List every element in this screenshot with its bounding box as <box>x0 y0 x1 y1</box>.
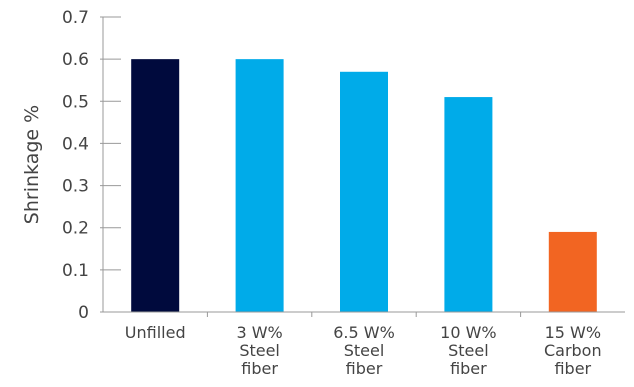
x-category-label-line: 3 W% <box>236 323 282 342</box>
y-axis-ticks: 0 0.1 0.2 0.3 0.4 0.5 0.6 0.7 <box>62 8 121 323</box>
x-category-label-line: Steel <box>239 341 280 360</box>
x-category-label: 15 W% Carbon fiber <box>544 323 602 378</box>
x-category-label-line: 10 W% <box>440 323 496 342</box>
bars <box>131 59 597 313</box>
bar <box>235 59 284 313</box>
bar <box>548 231 597 312</box>
bar <box>131 59 180 313</box>
x-category-label-line: 6.5 W% <box>333 323 395 342</box>
x-category-label-line: fiber <box>450 359 487 378</box>
y-tick-label: 0.6 <box>62 50 89 70</box>
x-category-label: 6.5 W% Steel fiber <box>333 323 395 378</box>
x-category-label-line: fiber <box>554 359 591 378</box>
y-tick-label: 0.3 <box>62 177 89 197</box>
y-axis-title: Shrinkage % <box>21 105 43 224</box>
x-category-label-line: Steel <box>448 341 489 360</box>
x-category-label-line: fiber <box>346 359 383 378</box>
y-tick-label: 0.5 <box>62 92 89 112</box>
x-category-label-line: fiber <box>241 359 278 378</box>
y-tick-label: 0 <box>78 303 89 323</box>
y-tick-label: 0.1 <box>62 261 89 281</box>
y-tick-label: 0.2 <box>62 219 89 239</box>
x-category-label: Unfilled <box>125 323 186 342</box>
x-category-label-line: Unfilled <box>125 323 186 342</box>
y-tick-label: 0.4 <box>62 134 89 154</box>
x-category-label: 3 W% Steel fiber <box>236 323 282 378</box>
x-category-label-line: Carbon <box>544 341 602 360</box>
x-category-label-line: 15 W% <box>545 323 601 342</box>
bar <box>444 97 493 312</box>
y-tick-label: 0.7 <box>62 8 89 28</box>
x-category-label: 10 W% Steel fiber <box>440 323 496 378</box>
x-category-label-line: Steel <box>344 341 385 360</box>
bar <box>340 71 388 313</box>
